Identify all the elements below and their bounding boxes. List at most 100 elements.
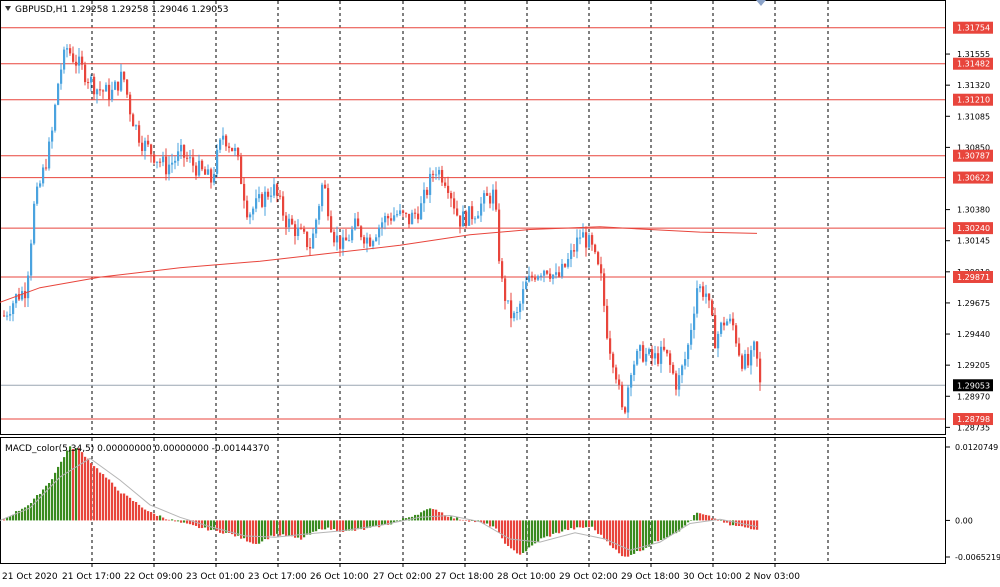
macd-bar [750,520,753,530]
candle-body [495,189,498,210]
macd-bar [225,520,228,533]
macd-bar [621,520,624,557]
macd-bar [495,520,498,529]
candle-body [732,318,735,326]
macd-bar [465,520,468,521]
candle-body [234,147,237,152]
macd-tick-label: 0.00 [955,516,973,525]
candle-body [123,71,126,80]
candle-body [600,264,603,274]
collapse-triangle-icon[interactable] [5,6,11,11]
time-label: 26 Oct 10:00 [310,572,369,582]
candle-body [213,173,216,183]
candle-body [462,211,465,227]
macd-bar [150,512,153,521]
candle-body [279,195,282,197]
macd-bar [108,479,111,521]
price-tick-label: 1.29440 [957,330,990,339]
macd-bar [660,520,663,541]
candle-body [516,312,519,314]
macd-bar [300,520,303,540]
candle-body [66,48,69,50]
macd-bar [609,520,612,546]
time-label: 27 Oct 18:00 [435,572,494,582]
price-panel [0,0,946,435]
candle-body [99,89,102,91]
macd-bar [138,504,141,521]
candle-body [33,203,36,244]
candle-body [612,353,615,368]
candle-body [738,343,741,356]
candle-body [15,294,18,304]
macd-bar [492,520,495,527]
candle-body [510,300,513,319]
candle-body [672,364,675,374]
macd-bar [165,519,168,521]
candle-body [669,353,672,365]
candle-body [597,252,600,265]
macd-bar [549,520,552,537]
macd-bar [387,520,390,525]
candle-body [579,237,582,239]
candle-body [255,198,258,209]
macd-bar [354,520,357,531]
candle-body [42,167,45,184]
macd-bar [642,520,645,551]
macd-bar [12,514,15,521]
time-label: 22 Oct 09:00 [124,572,183,582]
macd-bar [27,505,30,521]
macd-bar [699,513,702,521]
candle-body [393,215,396,221]
candle-body [261,194,264,207]
macd-bar [36,495,39,521]
macd-bar [504,520,507,544]
candle-body [87,82,90,84]
macd-bar [306,520,309,535]
candle-body [606,305,609,339]
time-label: 29 Oct 02:00 [559,572,618,582]
candle-body [735,325,738,344]
candle-body [603,273,606,306]
candle-body [396,214,399,216]
macd-bar [372,520,375,527]
macd-bar [534,520,537,544]
shift-marker-icon[interactable] [756,0,766,6]
macd-bar [135,502,138,521]
macd-bar [111,482,114,521]
macd-bar [57,466,60,521]
current-price-label: 1.29053 [957,381,990,390]
macd-bar [711,518,714,521]
macd-bar [381,520,384,525]
candle-body [207,169,210,175]
candle-body [609,338,612,354]
macd-bar [78,448,81,521]
macd-bar [615,520,618,550]
macd-bar [501,520,504,539]
macd-bar [624,520,627,557]
macd-bar [468,520,471,522]
candle-body [126,79,129,95]
candle-body [180,144,183,152]
candle-body [321,184,324,207]
macd-bar [678,520,681,532]
macd-bar [633,520,636,554]
candle-body [357,218,360,227]
macd-bar [249,520,252,543]
candle-body [471,206,474,220]
macd-bar [630,520,633,555]
candle-body [501,261,504,279]
candle-body [657,353,660,364]
candle-body [159,161,162,163]
macd-bar [435,509,438,521]
candle-body [30,243,33,276]
candle-body [723,322,726,326]
candle-body [63,49,66,70]
candle-body [153,154,156,163]
candle-body [729,318,732,322]
candle-body [102,90,105,92]
macd-bar [177,520,180,522]
macd-bar [258,520,261,544]
macd-bar [186,520,189,524]
candle-body [453,198,456,209]
